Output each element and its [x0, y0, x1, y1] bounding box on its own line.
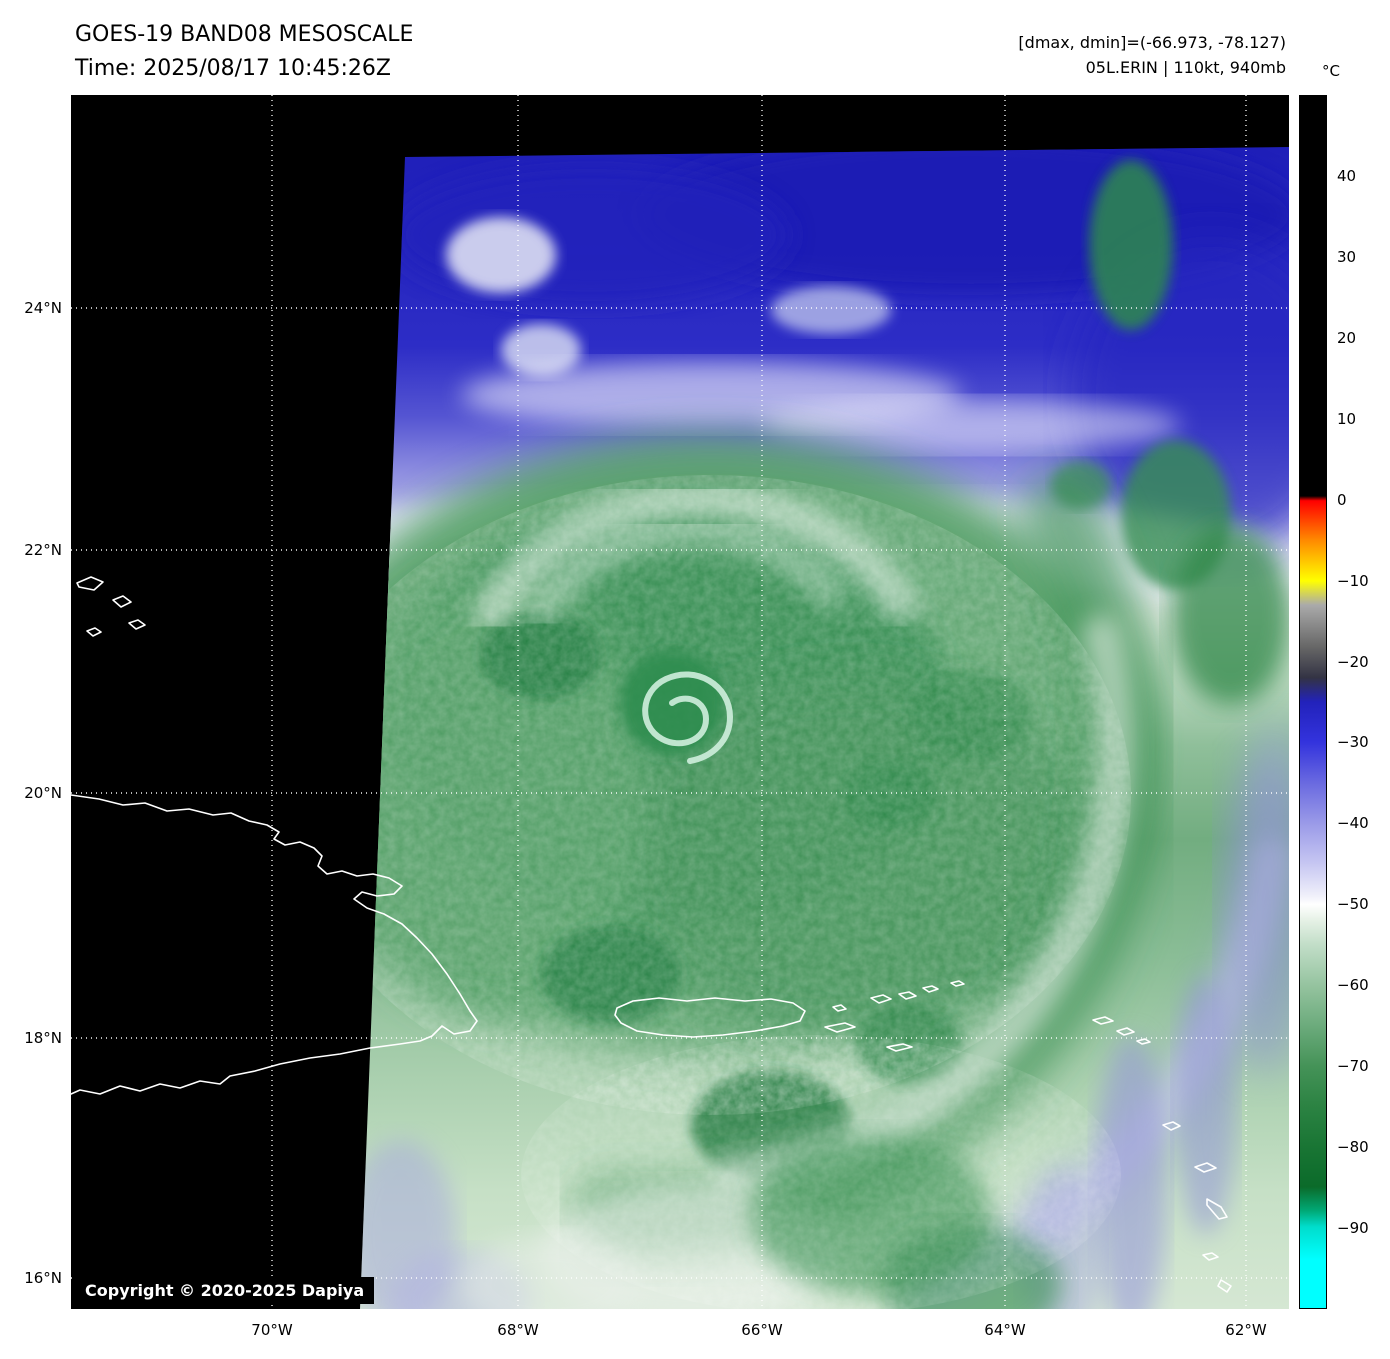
copyright-badge: Copyright © 2020-2025 Dapiya — [75, 1277, 375, 1304]
lat-label: 18°N — [24, 1029, 62, 1047]
coastlines — [71, 576, 1232, 1293]
coast-virgin-islands — [824, 980, 965, 1052]
latitude-axis: 24°N 22°N 20°N 18°N 16°N — [0, 95, 66, 1309]
lon-label: 64°W — [984, 1321, 1026, 1339]
cbar-tick: −80 — [1337, 1138, 1369, 1156]
coast-lesser-antilles — [1092, 1016, 1232, 1293]
storm-info-label: 05L.ERIN | 110kt, 940mb — [1085, 58, 1286, 77]
timestamp: Time: 2025/08/17 10:45:26Z — [75, 56, 391, 81]
lon-label: 68°W — [497, 1321, 539, 1339]
colorbar-tick-labels: 40 30 20 10 0 −10 −20 −30 −40 −50 −60 −7… — [1337, 95, 1387, 1309]
lon-label: 66°W — [741, 1321, 783, 1339]
cbar-tick: 30 — [1337, 248, 1357, 266]
colorbar-unit-label: °C — [1322, 62, 1340, 80]
cbar-tick: 20 — [1337, 329, 1357, 347]
data-range-label: [dmax, dmin]=(-66.973, -78.127) — [1018, 33, 1286, 52]
lat-label: 22°N — [24, 541, 62, 559]
cbar-tick: 0 — [1337, 491, 1347, 509]
cbar-tick: 10 — [1337, 410, 1357, 428]
cbar-tick: −30 — [1337, 733, 1369, 751]
page-title: GOES-19 BAND08 MESOSCALE — [75, 22, 414, 47]
cbar-tick: 40 — [1337, 167, 1357, 185]
coast-turks-caicos — [76, 576, 146, 637]
cbar-tick: −40 — [1337, 814, 1369, 832]
cbar-tick: −60 — [1337, 976, 1369, 994]
lon-label: 70°W — [251, 1321, 293, 1339]
satellite-imagery — [71, 95, 1289, 1309]
lat-label: 20°N — [24, 784, 62, 802]
cloud-texture — [360, 475, 1131, 1309]
cbar-tick: −50 — [1337, 895, 1369, 913]
colorbar-gradient — [1300, 96, 1326, 1308]
cbar-tick: −90 — [1337, 1219, 1369, 1237]
lat-label: 16°N — [24, 1269, 62, 1287]
coast-puerto-rico — [614, 997, 806, 1038]
colorbar — [1299, 95, 1327, 1309]
graticule — [71, 95, 1289, 1309]
lon-label: 62°W — [1225, 1321, 1267, 1339]
lat-label: 24°N — [24, 299, 62, 317]
cbar-tick: −20 — [1337, 653, 1369, 671]
satellite-map: Copyright © 2020-2025 Dapiya — [71, 95, 1289, 1309]
mesoscale-swath — [360, 147, 1289, 1309]
coast-hispaniola — [71, 794, 478, 1095]
cbar-tick: −70 — [1337, 1057, 1369, 1075]
cbar-tick: −10 — [1337, 572, 1369, 590]
header-annotations: [dmax, dmin]=(-66.973, -78.127) 05L.ERIN… — [1018, 30, 1286, 80]
longitude-axis: 70°W 68°W 66°W 64°W 62°W — [71, 1320, 1289, 1344]
hurricane-eye — [620, 651, 734, 764]
